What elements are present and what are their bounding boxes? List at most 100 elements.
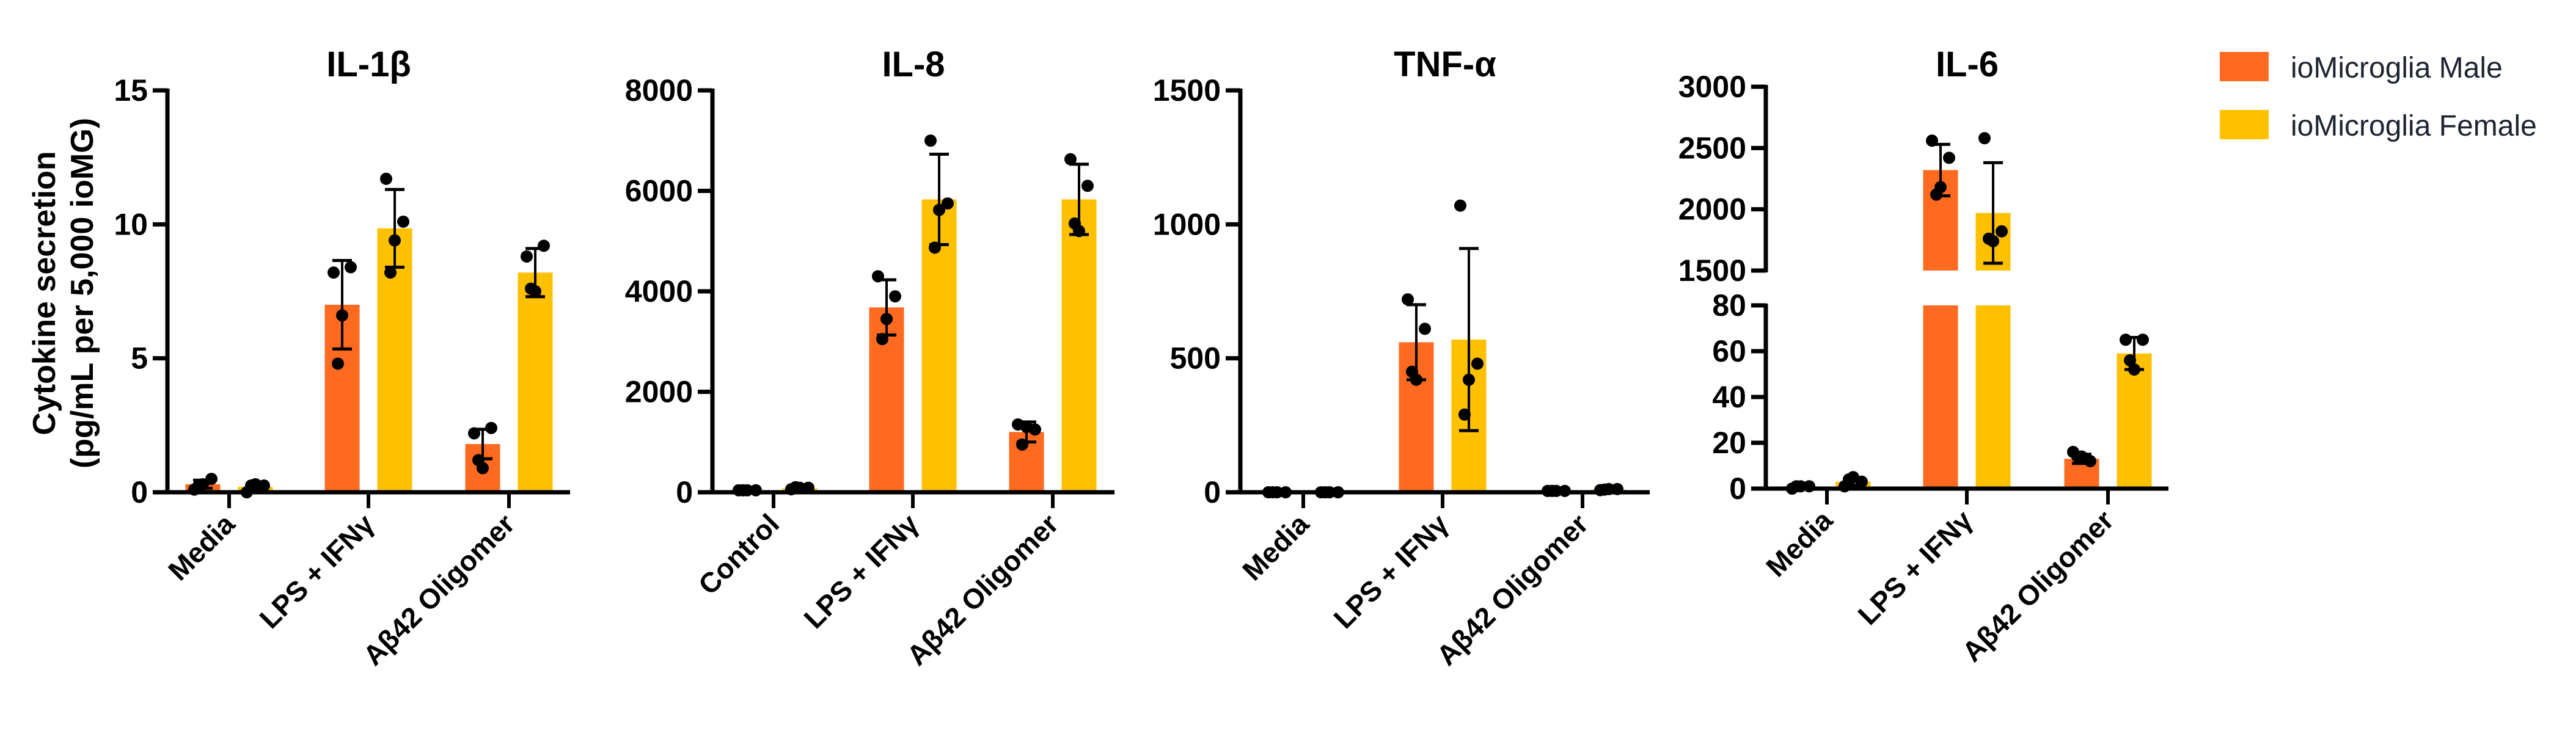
data-point [1402,293,1414,306]
x-tick-label: LPS + IFNγ [1851,504,1978,631]
data-point [1463,373,1475,386]
y-tick-label: 2500 [1678,131,1746,165]
legend-swatch-male [2220,52,2269,81]
x-tick-label: Media [1236,508,1315,586]
x-tick-label: Aβ42 Oligomer [1430,508,1594,671]
data-point [1406,365,1418,378]
data-point [1081,180,1094,192]
data-point [2071,450,2084,463]
x-tick-label: Media [162,508,241,586]
data-point [2120,333,2132,346]
x-tick-label: Control [692,508,785,600]
data-point [1926,134,1938,147]
data-point [1020,421,1033,434]
legend: ioMicroglia Male ioMicroglia Female [2220,52,2537,142]
data-point [2137,333,2149,346]
data-point [245,479,257,492]
data-point [876,333,888,346]
y-tick-label: 8000 [625,73,693,107]
data-point [929,241,941,254]
y-tick-label: 15 [114,73,148,107]
y-tick-label: 4000 [625,274,693,308]
y-tick-label: 2000 [1678,192,1746,227]
data-point [1996,225,2008,238]
chart-title: IL-6 [1936,45,1999,84]
x-tick-label: LPS + IFNγ [797,508,924,635]
data-point [538,239,550,252]
y-tick-label: 20 [1712,426,1746,460]
data-point [485,421,497,434]
bar-lower [1975,305,2011,489]
y-tick-label: 40 [1712,380,1746,414]
x-tick-label: LPS + IFNγ [253,508,380,635]
legend-swatch-female [2220,110,2269,139]
data-point [1064,153,1077,166]
data-point [2128,363,2140,376]
data-point [345,261,357,274]
y-tick-label: 2000 [625,375,693,409]
y-tick-label: 1500 [1153,73,1221,107]
y-tick-label: 0 [1204,475,1221,509]
y-tick-label: 0 [676,475,693,509]
bar [2117,353,2152,489]
bar [1061,199,1097,492]
data-point [332,357,344,370]
data-point [1471,357,1484,370]
data-point [397,215,409,228]
y-tick-label: 10 [114,207,148,241]
data-point [942,197,954,210]
data-point [1843,473,1855,486]
y-tick-label: 3000 [1678,70,1746,104]
panel-IL-8: IL-8 0 2000 4000 6000 8000 Control LPS + IFNγAβ… [625,45,1114,671]
data-point [327,266,340,279]
legend-label-male: ioMicroglia Male [2291,52,2503,84]
y-axis-label-line2: (pg/mL per 5,000 ioMG) [65,118,100,468]
chart-title: IL-8 [882,45,945,84]
data-point [192,479,205,492]
y-tick-label: 6000 [625,174,693,208]
data-point [1419,322,1431,335]
y-tick-label: 1000 [1153,207,1221,241]
y-axis-label-line1: Cytokine secretion [27,151,62,435]
data-point [924,134,937,147]
data-point [1943,151,1955,164]
chart-title: IL-1β [326,45,411,84]
y-tick-label: 5 [131,341,148,376]
panel-IL-6: IL-6 1500 2000 2500 3000 0 20 40 60 80 Media LPS + … [1678,45,2168,668]
data-point [872,270,884,283]
data-point [1930,188,1942,201]
y-tick-label: 500 [1170,341,1221,376]
x-tick-label: Aβ42 Oligomer [357,508,521,671]
y-tick-label: 60 [1712,334,1746,368]
data-point [1069,217,1081,230]
data-point [468,427,480,440]
data-point [880,313,893,326]
data-point [1016,438,1028,451]
data-point [1458,408,1471,421]
data-point [1983,232,1995,245]
bar [518,272,553,492]
y-tick-label: 1500 [1678,253,1746,288]
data-point [1978,132,1991,145]
data-point [889,290,901,303]
y-tick-label: 0 [131,475,148,509]
data-point [525,282,537,295]
data-point [389,234,401,247]
x-tick-label: Aβ42 Oligomer [1956,504,2120,668]
data-point [472,454,485,467]
y-axis-label: Cytokine secretion (pg/mL per 5,000 ioMG… [27,118,100,468]
x-tick-label: Media [1760,504,1839,583]
x-tick-label: LPS + IFNγ [1327,508,1454,635]
bar-lower [1923,305,1958,489]
data-point [384,266,397,279]
y-tick-label: 0 [1729,471,1746,506]
data-point [336,309,348,322]
y-tick-label: 80 [1712,288,1746,322]
chart-title: TNF-α [1394,45,1496,84]
x-tick-label: Aβ42 Oligomer [901,508,1064,671]
data-point [380,172,392,185]
data-point [2124,354,2136,366]
data-point [1454,199,1466,212]
